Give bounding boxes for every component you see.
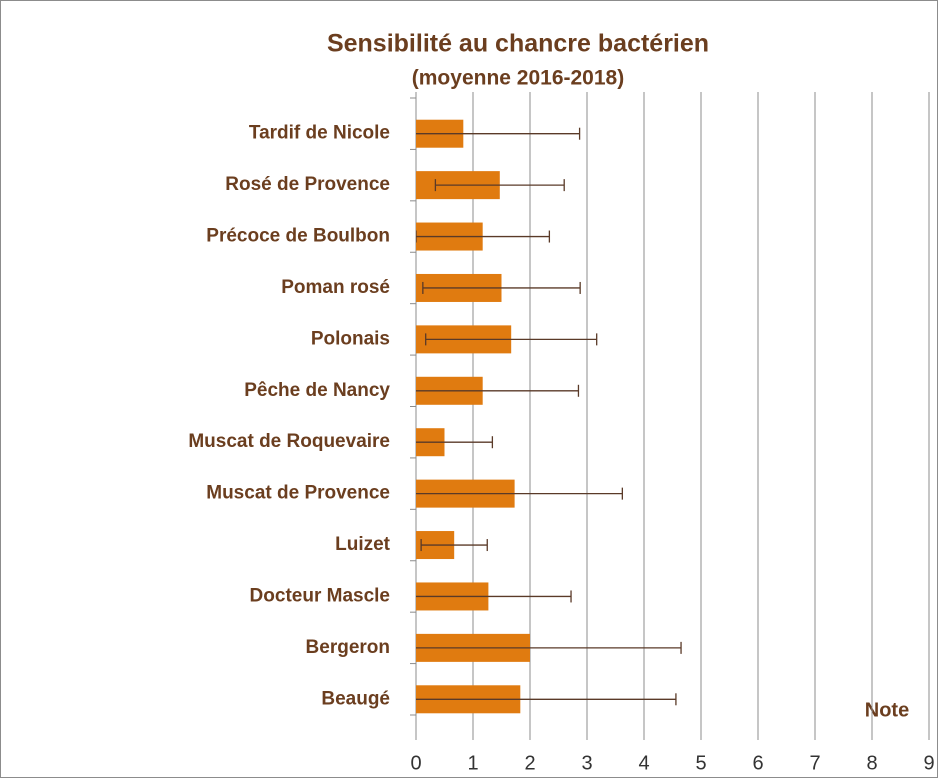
x-tick-label: 9 [923,752,934,774]
annotation: Note [865,699,909,721]
y-tick-label: Bergeron [306,637,390,658]
x-tick-label: 2 [524,752,535,774]
x-tick-label: 6 [752,752,763,774]
y-tick-label: Luizet [335,534,391,555]
y-tick-label: Précoce de Boulbon [206,226,390,247]
x-tick-label: 1 [467,752,478,774]
bars [416,119,682,714]
y-tick-label: Poman rosé [281,277,390,298]
y-tick-label: Docteur Mascle [250,585,390,606]
x-tick-label: 5 [695,752,706,774]
y-tick-label: Tardif de Nicole [249,123,390,144]
chart-title: Sensibilité au chancre bactérien [327,30,709,58]
y-tick-label: Pêche de Nancy [244,380,390,401]
y-tick-label: Polonais [311,328,390,349]
x-tick-label: 3 [581,752,592,774]
y-tick-label: Muscat de Provence [206,483,390,504]
y-tick-label: Rosé de Provence [225,174,390,195]
x-tick-label: 4 [638,752,649,774]
y-tick-label: Muscat de Roquevaire [188,431,390,452]
chart-subtitle: (moyenne 2016-2018) [412,67,624,90]
x-tick-label: 7 [809,752,820,774]
x-tick-label: 0 [410,752,421,774]
y-tick-label: Beaugé [321,688,390,709]
x-tick-label: 8 [866,752,877,774]
